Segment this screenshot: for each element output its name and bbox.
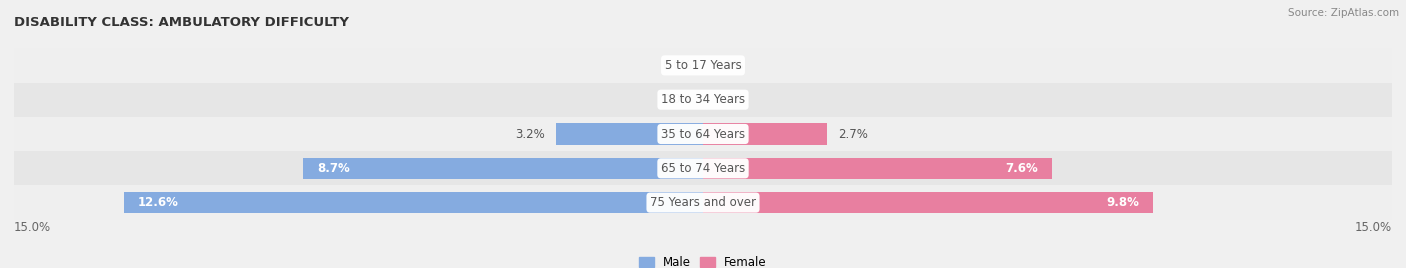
Text: 7.6%: 7.6% bbox=[1005, 162, 1038, 175]
Text: 8.7%: 8.7% bbox=[318, 162, 350, 175]
Bar bbox=[304, 158, 703, 179]
Bar bbox=[14, 185, 1392, 220]
Text: 0.0%: 0.0% bbox=[662, 59, 692, 72]
Text: 75 Years and over: 75 Years and over bbox=[650, 196, 756, 209]
Text: 15.0%: 15.0% bbox=[14, 221, 51, 234]
Text: 18 to 34 Years: 18 to 34 Years bbox=[661, 93, 745, 106]
Text: 15.0%: 15.0% bbox=[1355, 221, 1392, 234]
Text: 0.0%: 0.0% bbox=[714, 93, 744, 106]
Bar bbox=[14, 117, 1392, 151]
Text: 12.6%: 12.6% bbox=[138, 196, 179, 209]
Text: 3.2%: 3.2% bbox=[515, 128, 544, 140]
Text: 5 to 17 Years: 5 to 17 Years bbox=[665, 59, 741, 72]
Text: Source: ZipAtlas.com: Source: ZipAtlas.com bbox=[1288, 8, 1399, 18]
Text: 2.7%: 2.7% bbox=[838, 128, 869, 140]
Bar bbox=[14, 83, 1392, 117]
Bar bbox=[703, 123, 827, 145]
Text: 0.0%: 0.0% bbox=[714, 59, 744, 72]
Bar bbox=[555, 123, 703, 145]
Text: 65 to 74 Years: 65 to 74 Years bbox=[661, 162, 745, 175]
Text: 9.8%: 9.8% bbox=[1107, 196, 1139, 209]
Bar bbox=[124, 192, 703, 213]
Text: 35 to 64 Years: 35 to 64 Years bbox=[661, 128, 745, 140]
Legend: Male, Female: Male, Female bbox=[640, 256, 766, 268]
Text: DISABILITY CLASS: AMBULATORY DIFFICULTY: DISABILITY CLASS: AMBULATORY DIFFICULTY bbox=[14, 16, 349, 29]
Bar bbox=[14, 151, 1392, 185]
Text: 0.0%: 0.0% bbox=[662, 93, 692, 106]
Bar bbox=[14, 48, 1392, 83]
Bar bbox=[703, 158, 1052, 179]
Bar bbox=[703, 192, 1153, 213]
